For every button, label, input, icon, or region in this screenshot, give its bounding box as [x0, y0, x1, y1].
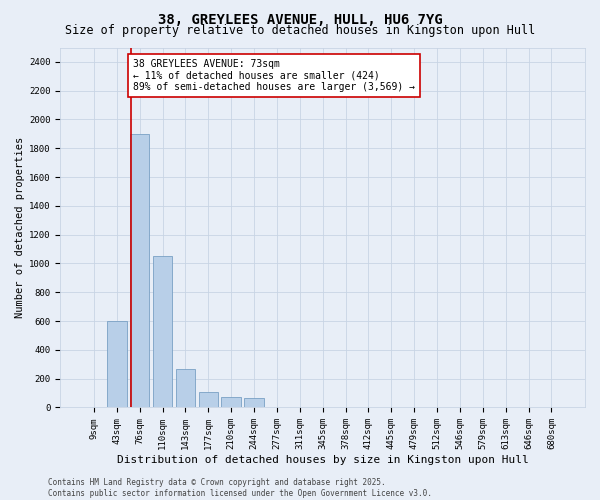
Bar [153, 256, 172, 408]
Bar [176, 368, 195, 408]
Text: Contains HM Land Registry data © Crown copyright and database right 2025.
Contai: Contains HM Land Registry data © Crown c… [48, 478, 432, 498]
Text: 38 GREYLEES AVENUE: 73sqm
← 11% of detached houses are smaller (424)
89% of semi: 38 GREYLEES AVENUE: 73sqm ← 11% of detac… [133, 59, 415, 92]
Bar [244, 398, 264, 407]
Y-axis label: Number of detached properties: Number of detached properties [15, 137, 25, 318]
X-axis label: Distribution of detached houses by size in Kingston upon Hull: Distribution of detached houses by size … [117, 455, 529, 465]
Bar [221, 396, 241, 407]
Bar [199, 392, 218, 407]
Bar [130, 134, 149, 407]
Text: Size of property relative to detached houses in Kingston upon Hull: Size of property relative to detached ho… [65, 24, 535, 37]
Text: 38, GREYLEES AVENUE, HULL, HU6 7YG: 38, GREYLEES AVENUE, HULL, HU6 7YG [158, 12, 442, 26]
Bar [107, 321, 127, 408]
